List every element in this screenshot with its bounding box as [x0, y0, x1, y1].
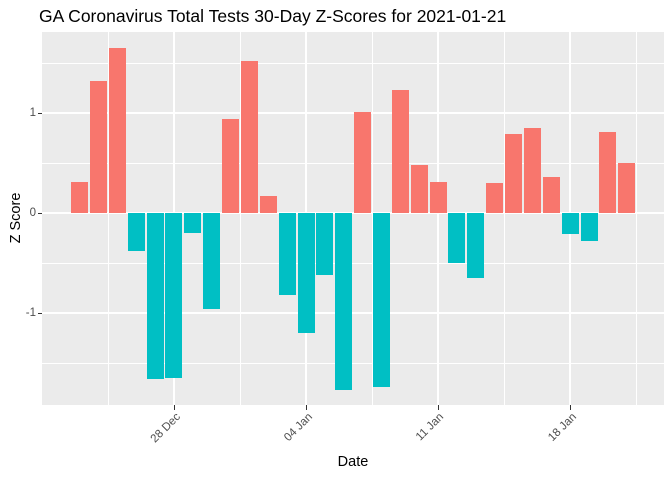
- gridline-minor-horizontal: [42, 262, 664, 264]
- gridline-major-horizontal: [42, 112, 664, 114]
- gridline-minor-vertical: [371, 32, 373, 405]
- bar: [259, 196, 277, 213]
- gridline-major-vertical: [437, 32, 439, 405]
- x-axis-tick-label: 04 Jan: [281, 411, 315, 444]
- bar: [354, 112, 372, 213]
- chart-title: GA Coronavirus Total Tests 30-Day Z-Scor…: [39, 6, 507, 26]
- gridline-minor-vertical: [107, 32, 109, 405]
- x-axis-tick: [173, 405, 175, 410]
- bar: [297, 213, 315, 333]
- bar: [316, 213, 334, 275]
- bar: [335, 213, 353, 390]
- gridline-minor-horizontal: [42, 62, 664, 64]
- gridline-minor-vertical: [239, 32, 241, 405]
- bar: [448, 213, 466, 263]
- x-axis-tick-label: 18 Jan: [545, 411, 579, 444]
- bar: [618, 163, 636, 213]
- bar: [108, 48, 126, 213]
- bar: [505, 134, 523, 213]
- gridline-minor-vertical: [635, 32, 637, 405]
- bar: [203, 213, 221, 309]
- plot-panel: [42, 32, 664, 405]
- gridline-minor-horizontal: [42, 362, 664, 364]
- bar: [486, 183, 504, 213]
- x-axis-tick: [306, 405, 308, 410]
- bar: [523, 128, 541, 213]
- gridline-minor-horizontal: [42, 162, 664, 164]
- bar: [71, 182, 89, 213]
- bar: [542, 177, 560, 213]
- bar: [165, 213, 183, 378]
- x-axis-tick: [438, 405, 440, 410]
- x-axis-tick-label: 11 Jan: [414, 411, 447, 444]
- bar: [599, 132, 617, 213]
- x-axis-tick: [570, 405, 572, 410]
- y-axis-tick-label: 0: [29, 207, 36, 219]
- y-axis-tick-label: -1: [25, 307, 36, 319]
- bar: [372, 213, 390, 387]
- gridline-major-horizontal: [42, 212, 664, 214]
- bar: [580, 213, 598, 241]
- bar: [391, 90, 409, 213]
- bar: [222, 119, 240, 213]
- y-axis-tick-label: 1: [29, 107, 36, 119]
- bar: [90, 81, 107, 213]
- bar: [410, 165, 428, 213]
- bar: [240, 61, 258, 213]
- bar: [184, 213, 202, 233]
- x-axis-title: Date: [337, 454, 369, 470]
- y-axis-tick: [38, 213, 42, 214]
- y-axis-tick: [38, 313, 42, 314]
- bar: [429, 182, 447, 213]
- gridline-major-horizontal: [42, 312, 664, 314]
- bar: [127, 213, 145, 251]
- x-axis-tick-label: 28 Dec: [148, 411, 183, 446]
- gridline-minor-vertical: [503, 32, 505, 405]
- bar: [561, 213, 579, 234]
- y-axis-tick: [38, 113, 42, 114]
- bar: [278, 213, 296, 295]
- bar: [146, 213, 164, 379]
- bar: [467, 213, 485, 278]
